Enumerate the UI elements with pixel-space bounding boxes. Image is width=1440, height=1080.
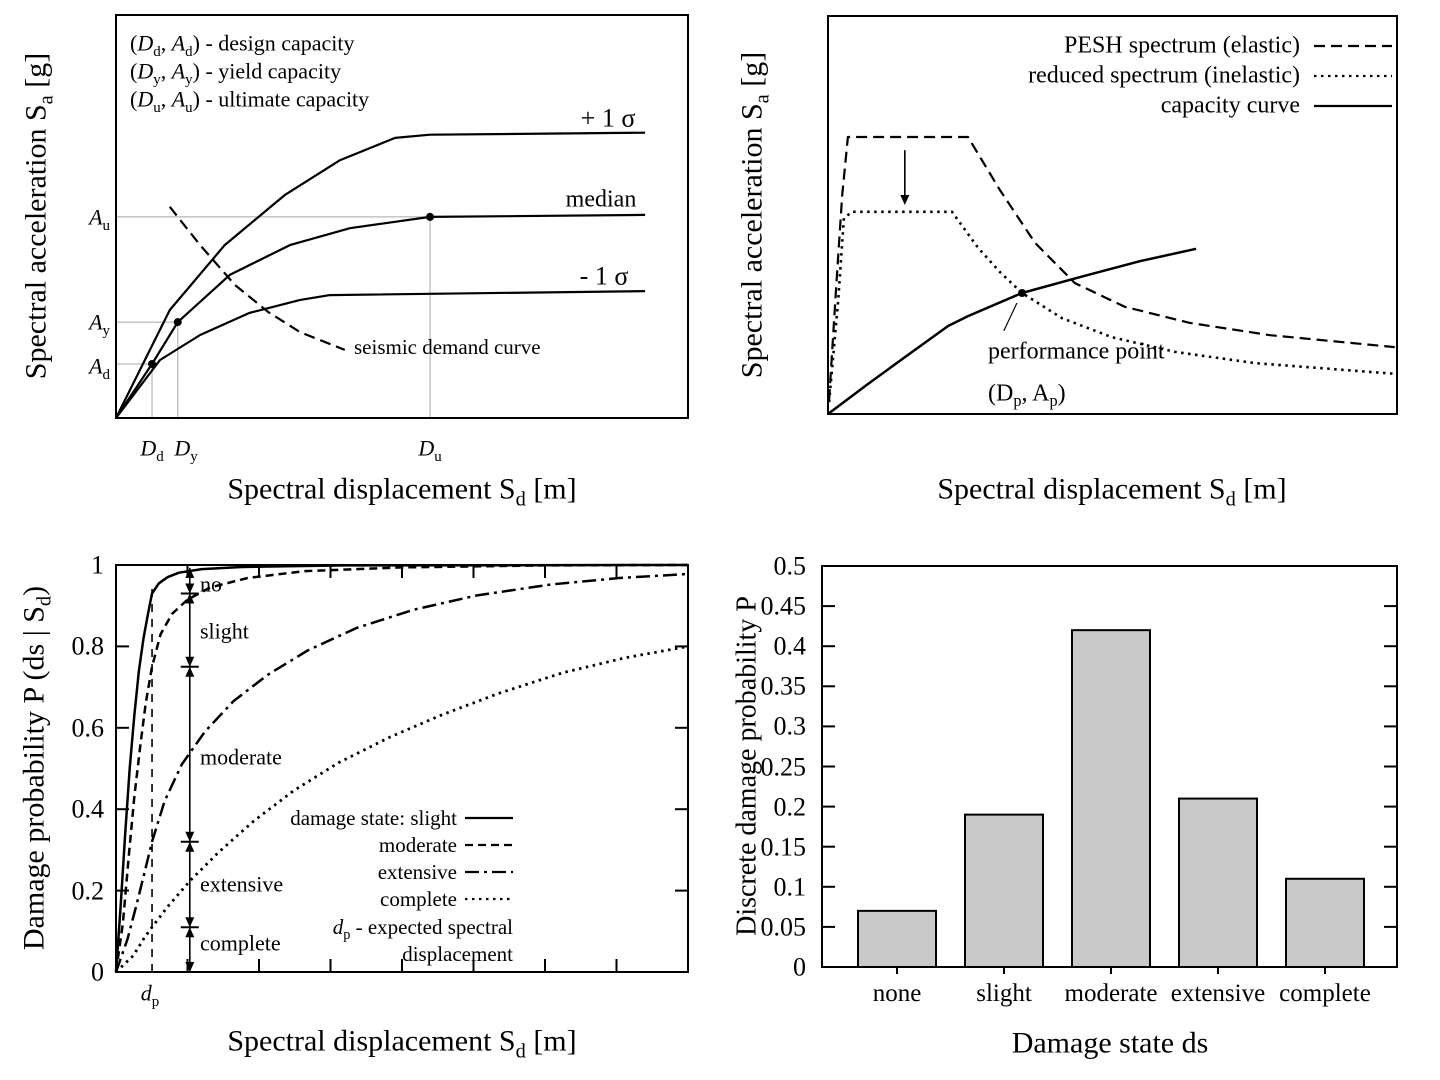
- y-tick-label: 0.6: [71, 713, 105, 743]
- curve-minus-1-sigma-capacity: [115, 290, 646, 419]
- performance-plot-frame: [827, 15, 1398, 415]
- bar-extensive: [1178, 797, 1258, 969]
- arrowhead-icon: [185, 917, 195, 928]
- bar-none: [857, 909, 937, 968]
- xtick-Dy: Dy: [174, 435, 198, 465]
- bar-slight: [964, 813, 1044, 968]
- capacity-plot-x-axis-title: Spectral displacement Sd [m]: [227, 472, 577, 511]
- y-tick-label: 0.4: [71, 794, 105, 824]
- note-ultimate-capacity: (Du, Au) - ultimate capacity: [130, 86, 370, 116]
- label-performance-coords: (Dp, Ap): [988, 380, 1066, 411]
- legend-label: extensive: [377, 859, 457, 884]
- y-tick-label: 1: [91, 550, 104, 580]
- arrowhead-icon: [185, 593, 195, 604]
- y-tick-label: 0.5: [773, 551, 807, 581]
- y-tick-label: 0.25: [760, 751, 807, 781]
- curve-pesh-spectrum-elastic: [828, 135, 1395, 401]
- curve-capacity-curve: [827, 247, 1197, 415]
- legend-label: complete: [380, 886, 457, 911]
- capacity-plot-frame: [115, 14, 689, 419]
- y-tick-label: 0.4: [773, 631, 807, 661]
- arrowhead-icon: [185, 927, 195, 938]
- note-yield-capacity: (Dy, Ay) - yield capacity: [130, 58, 342, 88]
- legend-label: reduced spectrum (inelastic): [1028, 62, 1300, 89]
- curve-damage-state-slight: [114, 563, 689, 973]
- y-tick-label: 0.45: [760, 591, 807, 621]
- legend-label: PESH spectrum (elastic): [1064, 32, 1300, 59]
- fragility-plot-frame: [115, 564, 689, 973]
- band-label-moderate: moderate: [200, 744, 282, 770]
- performance-point-leader-line: [1003, 302, 1018, 332]
- xtick-Dd: Dd: [140, 435, 164, 465]
- legend-label: moderate: [378, 832, 457, 857]
- band-label-slight: slight: [200, 618, 249, 644]
- y-tick-label: 0.3: [773, 711, 807, 741]
- legend-label: damage state: slight: [290, 805, 457, 830]
- curve-damage-state-extensive: [114, 572, 689, 973]
- curve-damage-state-moderate: [114, 563, 689, 973]
- category-label: none: [872, 979, 922, 1007]
- arrowhead-icon: [185, 831, 195, 842]
- legend-note: displacement: [402, 941, 513, 966]
- curve-plus-1-sigma-capacity: [115, 131, 646, 419]
- band-label-extensive: extensive: [200, 871, 284, 897]
- y-tick-label: 0.15: [760, 832, 807, 862]
- y-tick-label: 0: [793, 952, 806, 982]
- xtick-Du: Du: [418, 435, 442, 465]
- category-label: slight: [976, 979, 1032, 1007]
- bar-plot-x-axis-title: Damage state ds: [1011, 1026, 1209, 1060]
- curve-label-median: median: [565, 186, 637, 213]
- y-tick-label: 0.8: [71, 631, 105, 661]
- ytick-Ay: Ay: [89, 309, 110, 339]
- arrowhead-icon: [185, 656, 195, 667]
- capacity-point-marker: [426, 212, 435, 221]
- curve-reduced-spectrum-inelastic: [827, 210, 1395, 403]
- bar-complete: [1285, 877, 1365, 969]
- y-tick-label: 0.2: [773, 791, 807, 821]
- band-label-no: no: [200, 571, 222, 597]
- fragility-plot-y-axis-title: Damage probability P (ds | Sd): [17, 585, 56, 951]
- y-tick-label: 0.1: [773, 872, 807, 902]
- capacity-point-marker: [173, 318, 182, 327]
- category-label: extensive: [1170, 979, 1266, 1007]
- capacity-plot-y-axis-title: Spectral acceleration Sa [g]: [19, 52, 58, 380]
- fragility-plot-x-axis-title: Spectral displacement Sd [m]: [227, 1024, 577, 1063]
- category-label: moderate: [1064, 979, 1158, 1007]
- ytick-Ad: Ad: [89, 353, 110, 383]
- arrowhead-icon: [900, 195, 910, 206]
- curve-label-minus-1-sigma: - 1 σ: [579, 261, 629, 291]
- y-tick-label: 0.2: [71, 875, 105, 905]
- arrowhead-icon: [185, 841, 195, 852]
- category-label: complete: [1279, 979, 1371, 1007]
- arrowhead-icon: [185, 583, 195, 594]
- y-tick-label: 0: [91, 957, 104, 987]
- performance-plot-y-axis-title: Spectral acceleration Sa [g]: [735, 51, 774, 379]
- curve-seismic-demand-curve: [168, 206, 346, 351]
- bar-plot-y-axis-title: Discrete damage probability P: [731, 596, 763, 936]
- performance-point-marker: [1018, 289, 1027, 298]
- y-tick-label: 0.35: [760, 671, 807, 701]
- legend-note: dp - expected spectral: [332, 914, 513, 944]
- note-design-capacity: (Dd, Ad) - design capacity: [130, 30, 355, 60]
- bar-plot-frame: [821, 565, 1398, 968]
- y-tick-label: 0.05: [760, 912, 807, 942]
- band-label-complete: complete: [200, 930, 281, 956]
- curve-label-seismic-demand: seismic demand curve: [354, 334, 541, 359]
- curve-median-capacity: [115, 213, 646, 419]
- label-performance-point: performance point: [988, 338, 1165, 365]
- capacity-point-marker: [148, 359, 157, 368]
- ytick-Au: Au: [89, 204, 110, 234]
- bar-moderate: [1071, 629, 1151, 968]
- xtick-dp: dp: [140, 980, 160, 1010]
- legend-label: capacity curve: [1160, 92, 1300, 119]
- curve-label-plus-1-sigma: + 1 σ: [580, 103, 636, 133]
- arrowhead-icon: [185, 666, 195, 677]
- performance-plot-x-axis-title: Spectral displacement Sd [m]: [937, 472, 1287, 511]
